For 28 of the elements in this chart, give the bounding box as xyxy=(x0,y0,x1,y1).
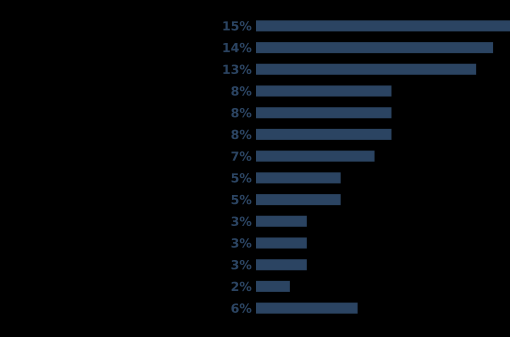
bar xyxy=(256,128,392,140)
bar xyxy=(256,172,341,184)
bar xyxy=(256,150,375,162)
bar xyxy=(256,194,341,206)
bar xyxy=(256,64,476,75)
bar xyxy=(256,280,290,292)
data-label: 8% xyxy=(231,130,252,140)
bar xyxy=(256,42,494,54)
data-label: 7% xyxy=(231,151,252,161)
data-label: 3% xyxy=(231,238,252,248)
data-label: 8% xyxy=(231,108,252,118)
data-label: 5% xyxy=(232,173,252,183)
data-label: 6% xyxy=(231,303,252,313)
bar xyxy=(256,20,510,32)
data-label: 3% xyxy=(231,216,252,226)
data-label: 2% xyxy=(232,282,252,292)
bar xyxy=(256,86,392,96)
bar xyxy=(256,216,307,227)
data-label: 5% xyxy=(232,194,252,204)
data-label: 14% xyxy=(223,42,252,52)
bar xyxy=(256,302,358,314)
bar xyxy=(256,259,307,270)
data-label: 3% xyxy=(231,260,252,270)
data-label: 15% xyxy=(223,21,252,31)
bar xyxy=(256,238,307,249)
data-label: 8% xyxy=(231,86,252,96)
data-label: 13% xyxy=(223,64,252,74)
bar xyxy=(256,107,392,118)
